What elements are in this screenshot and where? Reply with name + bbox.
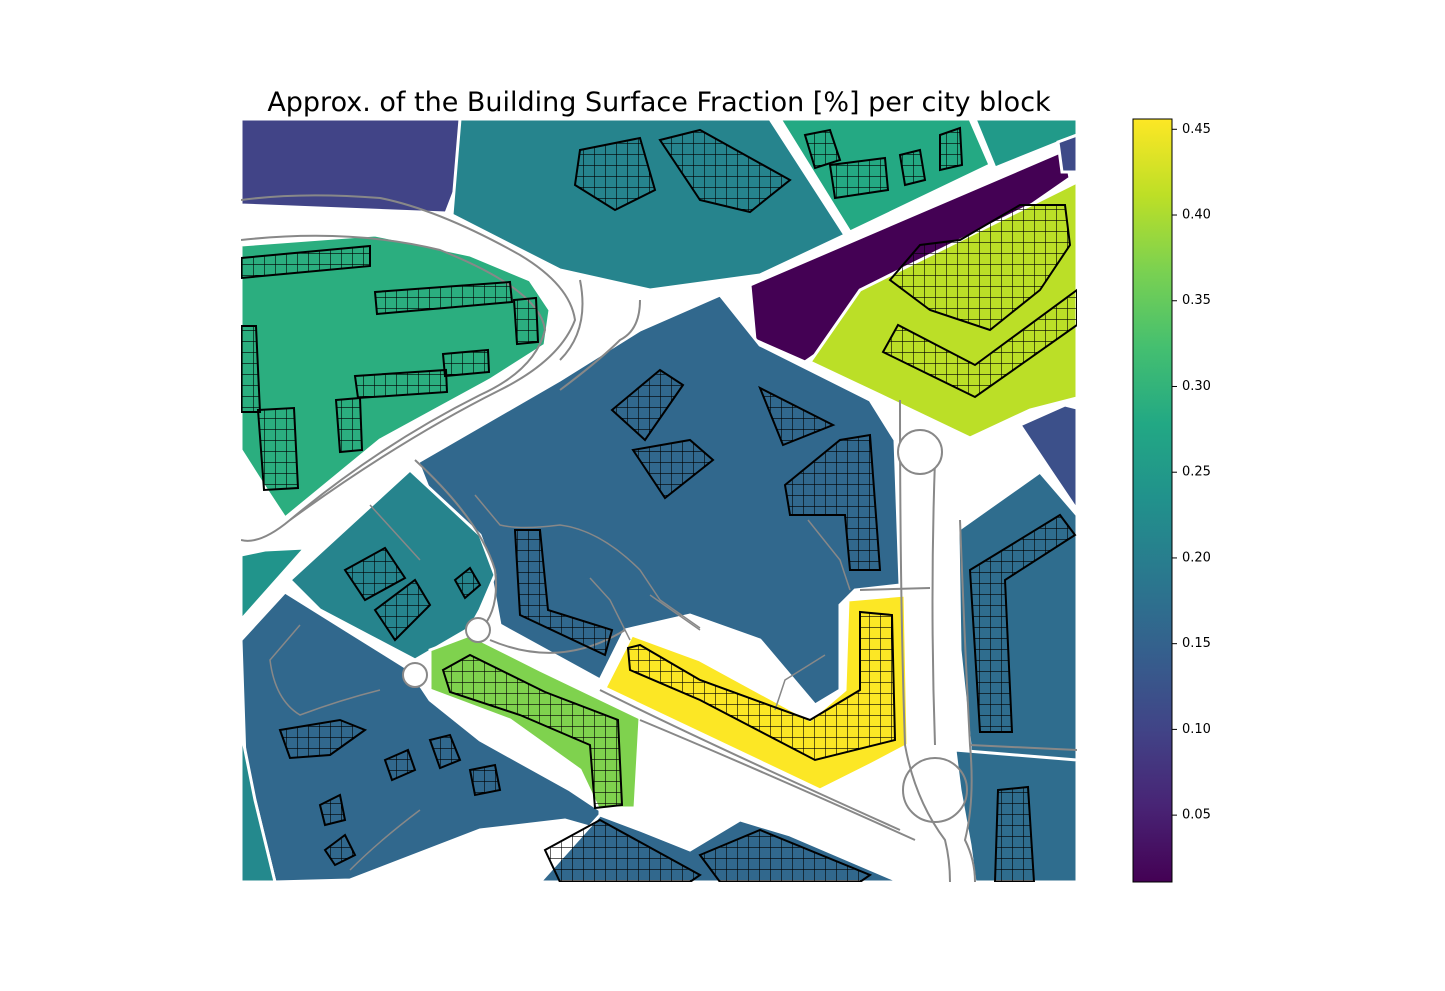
buildings <box>241 126 1077 882</box>
building <box>610 368 685 442</box>
map-title: Approx. of the Building Surface Fraction… <box>267 87 1051 118</box>
building <box>783 433 882 571</box>
colorbar-tick-label: 0.30 <box>1182 379 1211 394</box>
building <box>334 396 364 454</box>
building <box>543 818 702 882</box>
colorbar-tick-label: 0.10 <box>1182 722 1211 737</box>
map <box>241 119 1077 882</box>
colorbar-ticks: 0.05 0.10 0.15 0.20 0.25 0.30 0.35 0.40 0.45 <box>1172 122 1211 823</box>
colorbar-tick-label: 0.20 <box>1182 550 1211 565</box>
colorbar-tick-label: 0.40 <box>1182 208 1211 223</box>
building <box>453 566 482 600</box>
building <box>373 280 514 316</box>
colorbar-tick-label: 0.15 <box>1182 636 1211 651</box>
building <box>512 296 540 346</box>
colorbar-tick-label: 0.35 <box>1182 293 1211 308</box>
colorbar <box>1132 118 1173 883</box>
building <box>441 653 624 810</box>
building <box>513 529 614 657</box>
colorbar-tick-label: 0.05 <box>1182 808 1211 823</box>
building <box>383 748 417 782</box>
building <box>828 156 890 200</box>
building <box>441 348 491 378</box>
building <box>256 406 300 492</box>
building <box>353 368 449 400</box>
building <box>241 244 371 280</box>
building <box>898 148 927 187</box>
city-block <box>241 119 484 215</box>
building <box>241 325 262 413</box>
building <box>698 828 873 882</box>
city-block <box>241 729 277 882</box>
building <box>881 288 1077 399</box>
building <box>993 785 1036 882</box>
building <box>888 204 1072 332</box>
building <box>658 128 792 214</box>
colorbar-tick-label: 0.45 <box>1182 122 1211 137</box>
building <box>968 513 1077 733</box>
building <box>373 578 432 642</box>
building <box>803 128 842 170</box>
building <box>468 763 502 797</box>
building <box>323 833 357 867</box>
building <box>278 718 368 760</box>
building <box>626 610 897 762</box>
roads <box>241 194 1077 882</box>
building <box>758 385 836 447</box>
city-block <box>973 119 1077 170</box>
colorbar-tick-label: 0.25 <box>1182 465 1211 480</box>
building <box>573 136 657 212</box>
building <box>318 793 347 827</box>
building <box>428 733 462 770</box>
city-block <box>1056 133 1077 174</box>
building <box>939 126 964 172</box>
building <box>631 438 715 500</box>
building <box>343 546 407 602</box>
city-block <box>1017 403 1077 513</box>
city-block <box>241 546 309 623</box>
